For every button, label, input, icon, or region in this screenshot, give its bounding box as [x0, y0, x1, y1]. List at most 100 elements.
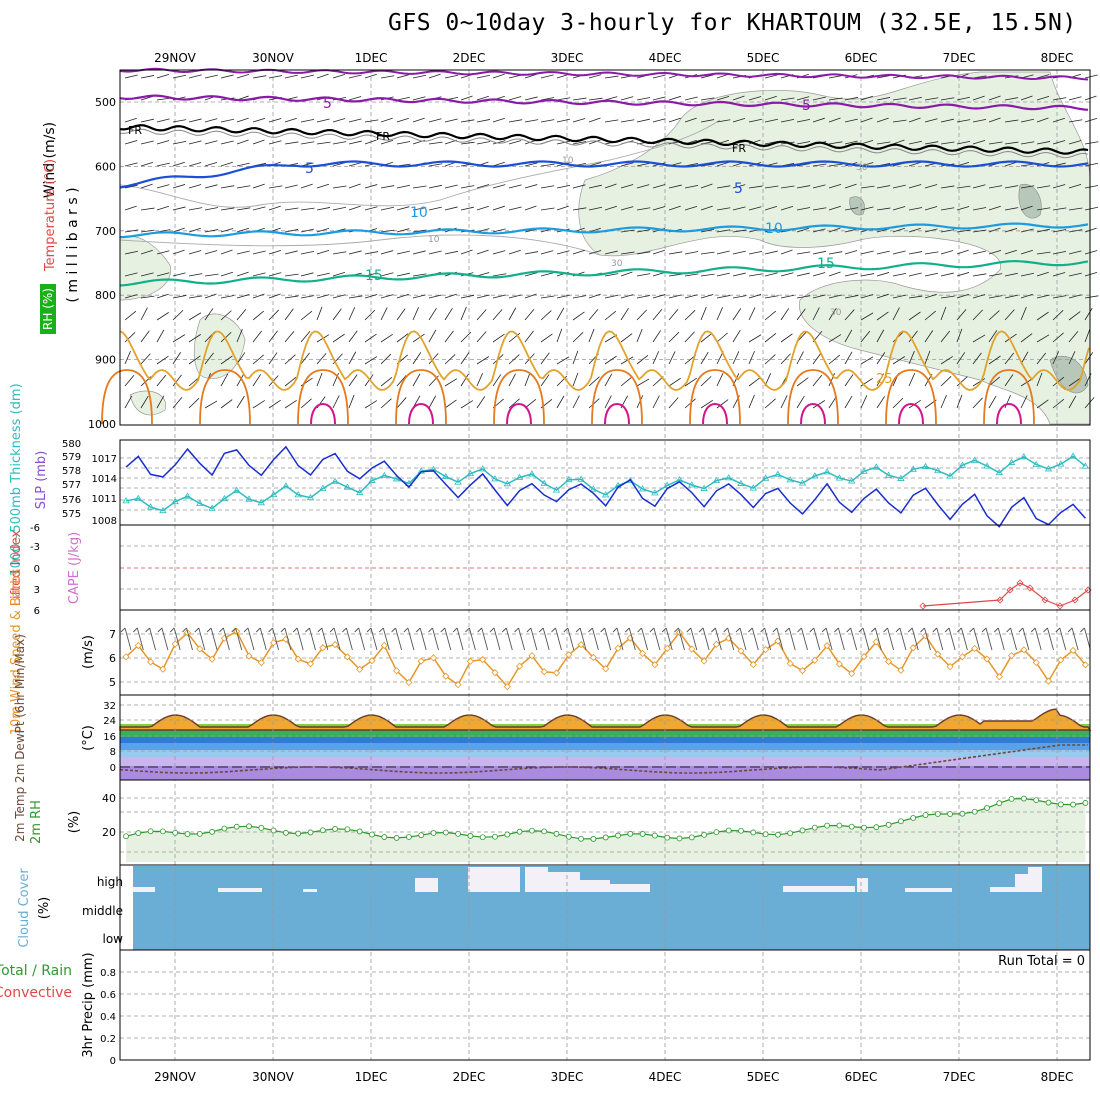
rh2m-marker-12: [270, 827, 277, 834]
wind-barb: [828, 354, 841, 365]
wind-barb: [892, 139, 905, 145]
wind-barb: [476, 205, 489, 211]
wind-barb: [412, 373, 421, 387]
wind-barb: [972, 184, 986, 189]
frame-upper: [119, 69, 1091, 426]
wind-barb: [156, 355, 169, 365]
wind-barb: [796, 272, 810, 277]
wind10-barb: [714, 627, 722, 651]
wind-barb: [316, 306, 323, 321]
temp-contour-25-6: [689, 369, 741, 425]
wind-barb: [748, 118, 762, 123]
wind-barb: [716, 332, 728, 343]
wind-barb: [364, 400, 378, 409]
precip-tick-3: 0.2: [100, 1034, 116, 1045]
wind10-marker-47: [700, 657, 708, 665]
wind-barb: [220, 249, 233, 255]
wind-barb: [972, 119, 987, 123]
wind-barb: [620, 206, 634, 211]
wind10-barb: [395, 627, 403, 651]
rh2m-marker-28: [467, 833, 474, 839]
wind10-marker-48: [712, 640, 720, 648]
wind10-barb: [776, 627, 784, 651]
wind-barb: [684, 117, 697, 123]
wind-barb: [812, 163, 827, 167]
wind-barb: [828, 141, 843, 145]
wind-barb: [172, 140, 187, 145]
thickness-line-marker-66: [934, 466, 942, 474]
wind-barb: [236, 227, 249, 233]
rh-contour-10b: [119, 234, 601, 256]
wind10-barb-flag: [760, 627, 765, 633]
wind-barb: [412, 229, 427, 233]
wind-barb: [908, 330, 918, 343]
wind-barb: [236, 250, 250, 255]
cloud-gap-3: [415, 878, 438, 892]
wind-barb: [684, 294, 698, 299]
wind-barb: [460, 95, 473, 101]
wind10-marker-7: [208, 655, 216, 663]
wind-barb: [1020, 395, 1028, 409]
wind-barb: [156, 97, 171, 101]
wind-barb: [700, 332, 713, 343]
date-top-4: 3DEC: [551, 51, 584, 65]
rh-tick-1: 20: [102, 826, 116, 839]
frame-precip: [119, 949, 1091, 1061]
wind-barb: [732, 206, 746, 211]
wind-barb: [380, 75, 395, 79]
rh2m-marker-47: [701, 831, 707, 838]
thickness-line-marker-23: [405, 479, 413, 487]
wind-barb: [956, 272, 970, 277]
wind10-barb-flag: [1030, 627, 1036, 633]
wind-barb: [716, 119, 731, 123]
cape-tick-1: -3: [30, 542, 40, 553]
thick-tick-2: 578: [62, 466, 81, 477]
wind-barb: [364, 374, 374, 387]
axis-label-temp: Temperature (°C): [43, 159, 58, 272]
thickness-line-marker-0: [122, 497, 130, 504]
wind-barb: [412, 117, 425, 123]
wind-barb: [972, 140, 986, 145]
wind-barb: [124, 205, 137, 211]
wind-barb: [540, 74, 554, 79]
rh2m-marker-30: [492, 833, 498, 840]
wind10-barb-flag: [981, 627, 987, 633]
wind-barb: [1020, 228, 1034, 233]
wind-barb: [652, 330, 662, 343]
wind-barb: [348, 250, 362, 255]
thickness-line-marker-74: [1032, 460, 1040, 467]
wind10-barb-flag: [821, 627, 827, 633]
wind-barb: [412, 207, 427, 211]
wind-barb: [348, 74, 362, 79]
wind10-barb-flag: [182, 627, 187, 633]
wind10-barb-flag: [637, 627, 642, 633]
wind-barb: [220, 271, 234, 277]
thickness-line-marker-77: [1069, 452, 1077, 459]
cloud-tick-1: middle: [82, 904, 123, 918]
wind-barb: [428, 184, 442, 189]
wind10-marker-14: [294, 655, 302, 663]
wind10-barb: [936, 627, 944, 651]
precip-tick-1: 0.6: [100, 990, 116, 1001]
axis-label-temp2m: 2m Temp 2m DewPt (6hr Min/Max): [13, 634, 27, 842]
wind-barb: [172, 249, 185, 255]
rh2m-marker-71: [996, 800, 1003, 807]
wind-barb: [700, 119, 715, 123]
wind-barb: [172, 295, 187, 299]
temp-contour-25-7: [787, 369, 839, 425]
wind-barb: [796, 295, 811, 299]
wind-barb: [476, 396, 486, 409]
thickness-line-marker-60: [860, 467, 868, 474]
wind10-marker-28: [466, 657, 474, 665]
wind-barb: [508, 398, 520, 409]
wind10-marker-67: [946, 663, 954, 671]
wind-barb: [540, 250, 554, 255]
wind-barb: [716, 207, 731, 211]
axis-label-temp2m-unit: (°C): [81, 725, 96, 751]
wind-barb: [604, 294, 618, 299]
thickness-line-marker-49: [724, 474, 733, 481]
wind-barb: [220, 74, 234, 79]
wind10-marker-33: [528, 652, 536, 660]
wind-barb: [908, 373, 916, 387]
wind-barb: [396, 184, 410, 189]
